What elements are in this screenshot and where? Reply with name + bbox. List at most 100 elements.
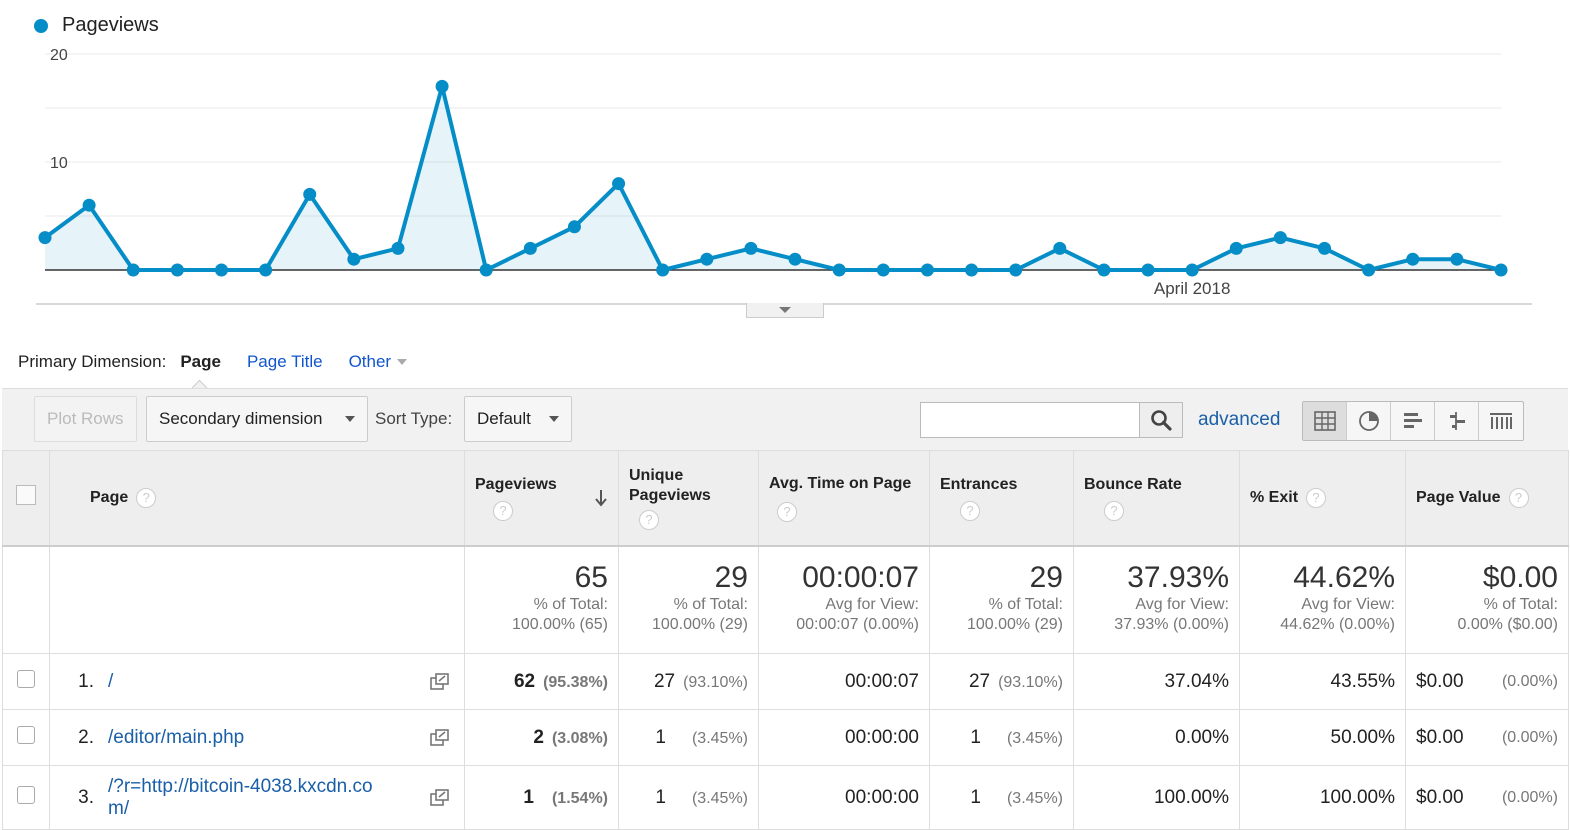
- col-page-value[interactable]: Page Value?: [1405, 450, 1569, 547]
- totals-empty: [49, 545, 465, 654]
- total-sub: Avg for View:: [1301, 595, 1395, 613]
- primary-dimension-label: Primary Dimension:: [18, 352, 167, 371]
- entrances-cell: 1 (3.45%): [929, 765, 1074, 830]
- search-button[interactable]: [1139, 402, 1183, 438]
- total-value: 29: [1029, 560, 1063, 594]
- open-page-icon[interactable]: [430, 728, 450, 747]
- pageviews-cell: 62 (95.38%): [464, 653, 619, 710]
- row-checkbox[interactable]: [17, 725, 35, 744]
- pageviews-chart: 20 10 April 2018 Pageviews: [0, 0, 1570, 330]
- page-link[interactable]: /editor/main.php: [108, 726, 245, 748]
- page-link[interactable]: /?r=http://bitcoin-4038.kxcdn.co m/: [108, 776, 418, 820]
- help-icon[interactable]: ?: [1508, 487, 1529, 508]
- chart-legend[interactable]: Pageviews: [34, 14, 159, 37]
- row-select-cell: [2, 765, 50, 830]
- data-point: [347, 252, 361, 266]
- comparison-view-button[interactable]: [1435, 402, 1479, 440]
- secondary-dimension-dropdown[interactable]: Secondary dimension: [146, 396, 368, 442]
- col-exit[interactable]: % Exit?: [1239, 450, 1406, 547]
- entrances-cell: 1 (3.45%): [929, 709, 1074, 766]
- dimension-other-dropdown[interactable]: Other: [349, 352, 408, 372]
- pageviews-value: 2: [533, 726, 544, 748]
- col-bounce-rate[interactable]: Bounce Rate ?: [1073, 450, 1240, 547]
- select-all-checkbox[interactable]: [16, 485, 36, 506]
- dimension-other-label: Other: [348, 352, 392, 371]
- caret-down-icon: [549, 416, 559, 422]
- help-icon[interactable]: ?: [493, 500, 513, 521]
- data-point: [38, 231, 52, 245]
- data-point: [1318, 241, 1332, 255]
- help-icon[interactable]: ?: [777, 501, 797, 522]
- total-sub: Avg for View:: [1135, 595, 1229, 613]
- dimension-page-title[interactable]: Page Title: [246, 352, 323, 371]
- exit-cell: 43.55%: [1239, 653, 1406, 710]
- col-pageviews[interactable]: Pageviews ?: [464, 450, 619, 547]
- data-point: [1406, 252, 1420, 266]
- data-point: [214, 263, 228, 277]
- advanced-filter-link[interactable]: advanced: [1198, 409, 1281, 430]
- col-unique-pageviews[interactable]: Unique Pageviews ?: [618, 450, 759, 547]
- table-header-row: Page? Pageviews ? Unique Pageviews ?: [2, 450, 1569, 547]
- data-point: [700, 252, 714, 266]
- page-link[interactable]: /: [108, 670, 114, 692]
- pageviews-value: 62: [513, 670, 536, 692]
- col-avg-time-label: Avg. Time on Page: [769, 474, 912, 492]
- page-cell: 1. /: [49, 653, 465, 710]
- row-select-cell: [2, 709, 50, 766]
- total-value: $0.00: [1482, 560, 1558, 594]
- entrances-value: 1: [970, 726, 981, 748]
- data-point: [126, 263, 140, 277]
- chart-collapse-toggle[interactable]: [746, 303, 824, 318]
- total-pageviews: 65 % of Total: 100.00% (65): [464, 545, 619, 654]
- dimension-page-active[interactable]: Page: [180, 352, 221, 371]
- entrances-pct: (93.10%): [998, 673, 1063, 691]
- row-checkbox[interactable]: [17, 785, 35, 804]
- sort-type-label: Sort Type:: [375, 409, 453, 428]
- legend-dot-icon: [34, 18, 48, 33]
- table-search-input[interactable]: [920, 402, 1140, 438]
- exit-cell: 50.00%: [1239, 709, 1406, 766]
- avg-time-cell: 00:00:00: [758, 709, 930, 766]
- chevron-down-icon: [779, 307, 791, 313]
- data-point: [170, 263, 184, 277]
- pageviews-pct: (95.38%): [543, 673, 608, 691]
- help-icon[interactable]: ?: [136, 487, 157, 508]
- help-icon[interactable]: ?: [1306, 487, 1327, 508]
- total-sub: % of Total:: [988, 595, 1063, 613]
- entrances-cell: 27 (93.10%): [929, 653, 1074, 710]
- col-entrances[interactable]: Entrances ?: [929, 450, 1074, 547]
- unique-pct: (3.45%): [691, 729, 748, 747]
- pivot-view-button[interactable]: [1479, 402, 1523, 440]
- data-point: [259, 263, 273, 277]
- primary-dimension-bar: Primary Dimension: Page Page Title Other: [18, 352, 408, 372]
- page-cell: 2. /editor/main.php: [49, 709, 465, 766]
- row-checkbox[interactable]: [17, 669, 35, 688]
- bar-chart-icon: [1403, 413, 1422, 428]
- col-unique-pageviews-label: Unique Pageviews: [629, 466, 711, 504]
- col-page[interactable]: Page?: [49, 450, 465, 547]
- performance-view-button[interactable]: [1391, 402, 1435, 440]
- data-point: [1494, 263, 1508, 277]
- data-point: [435, 79, 449, 93]
- open-page-icon[interactable]: [430, 788, 450, 807]
- help-icon[interactable]: ?: [639, 509, 659, 530]
- data-table-icon: [1313, 411, 1336, 431]
- pageviews-pct: (1.54%): [551, 789, 608, 807]
- totals-empty: [2, 545, 50, 654]
- data-table-view-button[interactable]: [1303, 402, 1347, 440]
- total-entrances: 29 % of Total: 100.00% (29): [929, 545, 1074, 654]
- col-pageviews-label: Pageviews: [475, 475, 557, 493]
- col-avg-time[interactable]: Avg. Time on Page?: [758, 450, 930, 547]
- table-row: 2. /editor/main.php 2 (3.08%) 1 (3.45%) 00:…: [2, 709, 1569, 766]
- sort-type-dropdown[interactable]: Default: [464, 396, 572, 442]
- pie-view-button[interactable]: [1347, 402, 1391, 440]
- unique-cell: 27 (93.10%): [618, 653, 759, 710]
- page-cell: 3. /?r=http://bitcoin-4038.kxcdn.co m/: [49, 765, 465, 830]
- bounce-cell: 0.00%: [1073, 709, 1240, 766]
- open-page-icon[interactable]: [430, 672, 450, 691]
- help-icon[interactable]: ?: [960, 500, 980, 521]
- plot-rows-button[interactable]: Plot Rows: [34, 396, 137, 442]
- unique-cell: 1 (3.45%): [618, 765, 759, 830]
- help-icon[interactable]: ?: [1104, 500, 1124, 521]
- x-tick-label: April 2018: [1154, 279, 1231, 298]
